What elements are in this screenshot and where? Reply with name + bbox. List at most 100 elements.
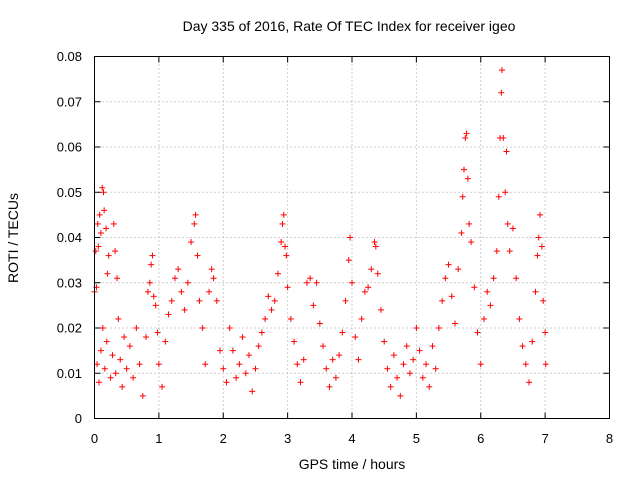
- data-point: [503, 148, 510, 155]
- y-tick-label: 0: [75, 411, 82, 426]
- data-point: [117, 356, 124, 363]
- y-tick-label: 0.07: [57, 94, 82, 109]
- data-point: [114, 275, 121, 282]
- data-point: [347, 234, 354, 241]
- data-point: [112, 248, 119, 255]
- data-point: [96, 379, 103, 386]
- data-point: [246, 352, 252, 359]
- data-point: [466, 220, 473, 227]
- data-point: [355, 356, 362, 363]
- data-point: [144, 288, 151, 295]
- data-point: [280, 211, 287, 218]
- x-tick-label: 8: [606, 431, 613, 446]
- data-point: [526, 379, 533, 386]
- data-point: [107, 374, 114, 381]
- data-point: [149, 252, 156, 259]
- data-point: [313, 279, 320, 286]
- data-point: [480, 315, 487, 322]
- data-point: [162, 338, 169, 345]
- data-point: [534, 252, 541, 259]
- y-tick-label: 0.08: [57, 49, 82, 64]
- x-tick-label: 3: [284, 431, 291, 446]
- data-point: [336, 352, 343, 359]
- data-point: [498, 89, 505, 96]
- data-point: [406, 370, 413, 377]
- data-point: [194, 252, 201, 259]
- data-point: [349, 279, 355, 286]
- data-point: [121, 334, 128, 341]
- data-point: [119, 383, 126, 390]
- data-point: [178, 288, 185, 295]
- data-point: [96, 211, 103, 218]
- data-point: [97, 347, 104, 354]
- data-point: [136, 361, 143, 368]
- data-point: [274, 270, 281, 277]
- data-point: [310, 302, 317, 309]
- data-point: [303, 279, 310, 286]
- data-point: [516, 315, 523, 322]
- data-point: [484, 288, 491, 295]
- data-point: [502, 189, 509, 196]
- data-point: [384, 365, 391, 372]
- data-point: [529, 338, 536, 345]
- data-point: [146, 279, 153, 286]
- x-axis-label: GPS time / hours: [299, 456, 406, 472]
- data-point: [196, 297, 203, 304]
- data-point: [372, 243, 379, 250]
- y-tick-label: 0.06: [57, 140, 82, 155]
- data-point: [206, 288, 213, 295]
- data-point: [419, 374, 426, 381]
- data-point: [474, 329, 481, 336]
- data-point: [329, 356, 336, 363]
- data-point: [374, 270, 381, 277]
- data-point: [429, 343, 436, 350]
- data-point: [210, 275, 217, 282]
- data-point: [220, 365, 227, 372]
- data-point: [468, 239, 475, 246]
- data-point: [150, 293, 157, 300]
- data-point: [249, 388, 256, 395]
- data-point: [361, 288, 368, 295]
- data-point: [538, 243, 545, 250]
- data-point: [191, 220, 198, 227]
- data-point: [279, 220, 286, 227]
- data-point: [522, 361, 529, 368]
- data-point: [229, 347, 236, 354]
- data-point: [192, 211, 199, 218]
- data-point: [532, 288, 539, 295]
- data-point: [397, 392, 404, 399]
- data-point: [300, 356, 307, 363]
- data-point: [542, 329, 549, 336]
- data-point: [126, 343, 133, 350]
- data-point: [258, 329, 265, 336]
- data-point: [540, 297, 547, 304]
- data-point: [506, 248, 513, 255]
- data-point: [487, 302, 494, 309]
- data-point: [452, 320, 458, 327]
- data-point: [223, 379, 230, 386]
- data-point: [316, 320, 323, 327]
- data-point: [130, 374, 137, 381]
- data-point: [400, 361, 407, 368]
- data-point: [435, 325, 442, 331]
- data-point: [282, 243, 289, 250]
- data-point: [455, 266, 462, 273]
- data-point: [154, 329, 161, 336]
- data-point: [94, 220, 101, 227]
- data-point: [101, 365, 108, 372]
- data-point: [461, 166, 468, 173]
- data-point: [184, 279, 191, 286]
- data-point: [381, 338, 388, 345]
- x-tick-label: 7: [542, 431, 549, 446]
- data-point: [439, 297, 446, 304]
- data-point: [199, 325, 206, 331]
- data-point: [442, 275, 449, 282]
- data-point: [92, 248, 99, 255]
- data-point: [255, 343, 262, 350]
- data-point: [168, 297, 175, 304]
- data-point: [100, 189, 107, 196]
- y-tick-label: 0.01: [57, 366, 82, 381]
- data-point: [498, 67, 505, 74]
- data-point: [242, 370, 249, 377]
- data-point: [110, 220, 117, 227]
